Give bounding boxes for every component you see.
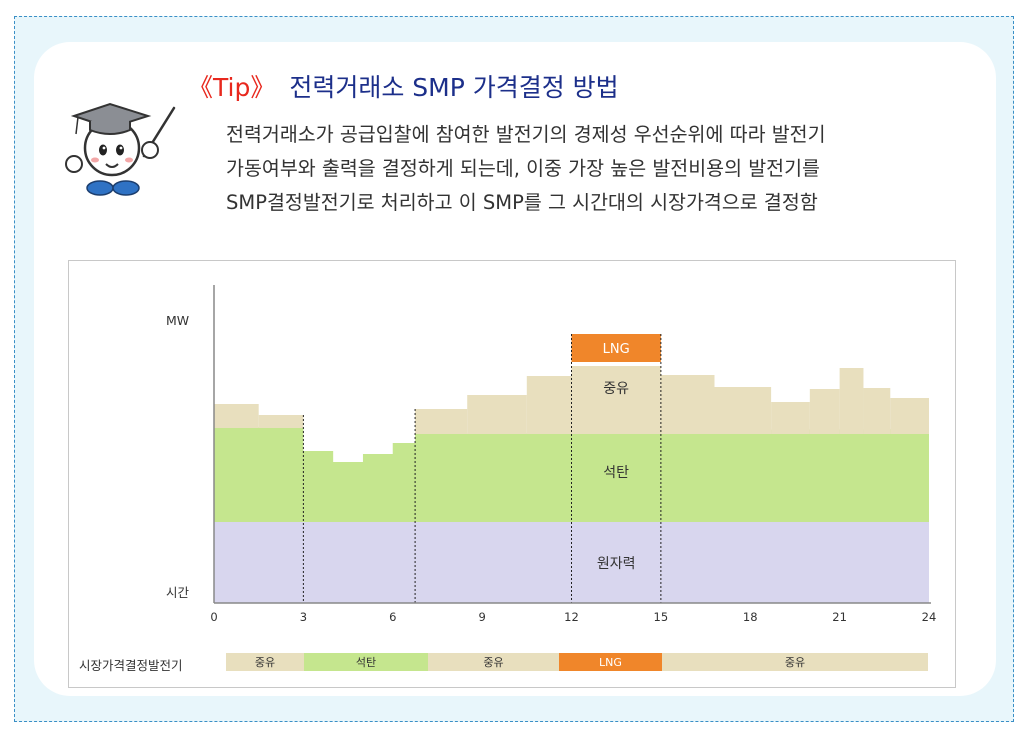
area-중유-step — [571, 366, 661, 434]
x-tick-label: 9 — [478, 610, 485, 624]
area-중유-step — [771, 402, 810, 434]
area-LNG — [571, 334, 661, 362]
page-title: 《Tip》 전력거래소 SMP 가격결정 방법 — [188, 68, 619, 104]
teacher-mascot-icon — [65, 102, 176, 196]
x-tick-label: 15 — [654, 610, 669, 624]
layer-label: 원자력 — [597, 556, 636, 572]
area-중유-step — [714, 387, 772, 434]
description: 전력거래소가 공급입찰에 참여한 발전기의 경제성 우선순위에 따라 발전기 가… — [226, 118, 966, 220]
description-line: SMP결정발전기로 처리하고 이 SMP를 그 시간대의 시장가격으로 결정함 — [226, 191, 818, 214]
legend-segment: 석탄 — [304, 653, 428, 671]
description-line: 가동여부와 출력을 결정하게 되는데, 이중 가장 높은 발전비용의 발전기를 — [226, 157, 820, 180]
chart-frame: LNG 중유 석탄 원자력 MW 시간 0 3 6 9 12 15 18 21 24 — [68, 260, 956, 688]
area-중유-step — [467, 395, 527, 434]
area-중유-step — [863, 388, 891, 434]
x-tick-label: 0 — [210, 610, 217, 624]
x-tick-label: 6 — [389, 610, 396, 624]
area-중유-step — [415, 409, 468, 434]
area-중유-step — [258, 415, 304, 428]
y-axis-label: MW — [166, 313, 189, 328]
layer-label: LNG — [603, 342, 630, 357]
x-tick-label: 18 — [743, 610, 758, 624]
x-tick-label: 12 — [564, 610, 579, 624]
legend-segment: 중유 — [428, 653, 559, 671]
legend-segment: 중유 — [226, 653, 304, 671]
x-axis-label: 시간 — [166, 585, 190, 600]
area-중유-step — [660, 375, 715, 434]
x-tick-label: 21 — [832, 610, 847, 624]
x-tick-label: 24 — [922, 610, 937, 624]
area-중유-step — [890, 398, 929, 434]
x-tick-label: 3 — [300, 610, 307, 624]
layer-label: 석탄 — [603, 465, 629, 481]
legend-segment: LNG — [559, 653, 662, 671]
tip-tag: 《Tip》 — [188, 73, 276, 102]
area-중유-step — [214, 404, 259, 428]
mascot-illustration — [52, 94, 182, 202]
area-중유-step — [809, 389, 840, 434]
area-중유-step — [839, 368, 864, 434]
legend-segment: 중유 — [662, 653, 928, 671]
description-line: 전력거래소가 공급입찰에 참여한 발전기의 경제성 우선순위에 따라 발전기 — [226, 123, 826, 146]
area-중유-step — [526, 376, 572, 434]
legend-label: 시장가격결정발전기 — [79, 658, 183, 673]
layer-label: 중유 — [603, 381, 629, 397]
title-text: 전력거래소 SMP 가격결정 방법 — [289, 73, 619, 102]
